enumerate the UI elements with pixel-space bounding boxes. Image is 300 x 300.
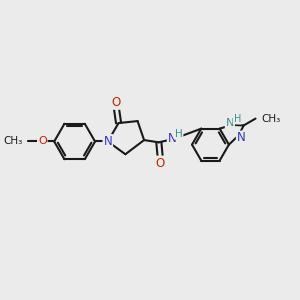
Text: O: O: [112, 96, 121, 109]
Text: N: N: [237, 131, 246, 145]
Text: N: N: [226, 118, 234, 128]
Text: N: N: [168, 132, 176, 146]
Text: O: O: [38, 136, 47, 146]
Text: CH₃: CH₃: [262, 114, 281, 124]
Text: H: H: [175, 129, 183, 139]
Text: H: H: [170, 133, 178, 143]
Text: CH₃: CH₃: [4, 136, 23, 146]
Text: H: H: [233, 114, 241, 124]
Text: N: N: [103, 135, 112, 148]
Text: O: O: [156, 157, 165, 169]
